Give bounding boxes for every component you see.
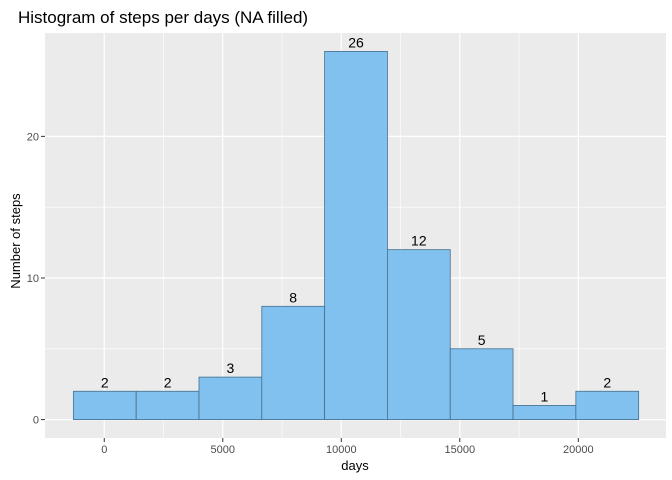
bar-count-label: 12 [411,233,427,249]
bar-count-label: 2 [164,374,172,390]
y-tick-label: 0 [33,415,39,427]
bar-count-label: 26 [348,34,364,50]
histogram-bar [575,390,640,420]
bar-count-label: 1 [541,388,549,404]
bar-count-label: 2 [101,374,109,390]
histogram-bar [72,390,137,420]
x-tick-label: 5000 [211,444,235,456]
histogram-bar [261,305,326,420]
histogram-bar [324,51,388,420]
y-tick-label: 10 [27,273,39,285]
y-axis-title: Number of steps [8,193,23,289]
x-tick-label: 15000 [444,444,475,456]
x-tick-label: 20000 [563,444,594,456]
x-tick-label: 0 [101,444,107,456]
histogram-bar [512,405,577,420]
x-axis-title: days [341,458,369,473]
y-axis-ticks: 0 10 20 [27,131,45,427]
histogram-bar [387,249,451,420]
x-axis-ticks: 0 5000 10000 15000 20000 [101,438,594,456]
histogram-bar [135,390,200,420]
histogram-bar [449,348,514,420]
bar-count-label: 3 [227,360,235,376]
chart-title: Histogram of steps per days (NA filled) [18,8,308,27]
bar-count-label: 2 [603,374,611,390]
bar-count-label: 8 [289,289,297,305]
histogram-bar [198,376,263,420]
histogram-bars [72,51,640,420]
y-tick-label: 20 [27,131,39,143]
x-tick-label: 10000 [326,444,357,456]
bar-count-label: 5 [478,332,486,348]
